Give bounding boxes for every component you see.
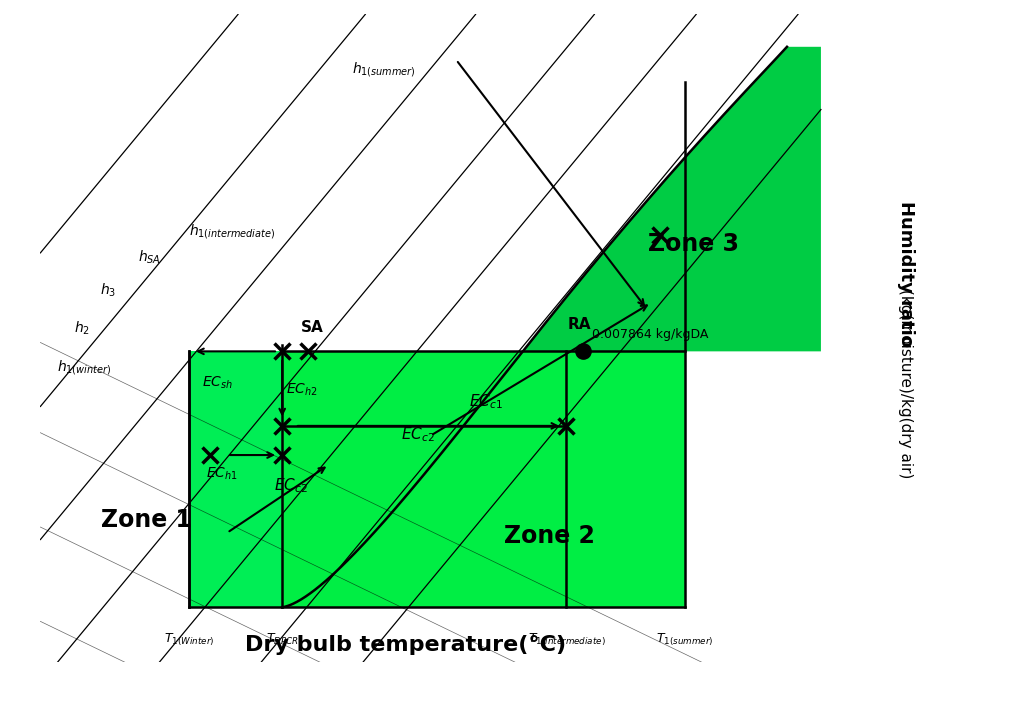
Text: $h_{1(summer)}$: $h_{1(summer)}$ [352, 60, 416, 78]
Text: $T_{1(Winter)}$: $T_{1(Winter)}$ [164, 632, 214, 648]
Text: Zone 1: Zone 1 [101, 508, 192, 532]
Polygon shape [282, 351, 685, 608]
Text: Zone 3: Zone 3 [648, 233, 739, 256]
Text: $T_{DPCR}$: $T_{DPCR}$ [266, 632, 299, 647]
Text: $EC_{h1}$: $EC_{h1}$ [206, 466, 237, 482]
Text: $h_2$: $h_2$ [75, 320, 90, 338]
Text: SA: SA [301, 320, 323, 335]
Text: $EC_{c2}$: $EC_{c2}$ [401, 425, 434, 444]
Text: Humidity ratio: Humidity ratio [897, 201, 915, 346]
Text: $EC_{c2}$: $EC_{c2}$ [274, 477, 307, 495]
Text: $T_{1(intermediate)}$: $T_{1(intermediate)}$ [527, 632, 605, 648]
Polygon shape [524, 47, 821, 351]
Text: $h_{1(intermediate)}$: $h_{1(intermediate)}$ [189, 222, 275, 241]
Text: Zone 2: Zone 2 [504, 524, 595, 548]
Text: 0.007864 kg/kgDA: 0.007864 kg/kgDA [592, 328, 708, 341]
Text: $h_{1(winter)}$: $h_{1(winter)}$ [58, 358, 112, 377]
Polygon shape [189, 351, 282, 608]
Text: RA: RA [568, 317, 591, 332]
Text: $h_3$: $h_3$ [100, 281, 116, 299]
Text: $T_{1(summer)}$: $T_{1(summer)}$ [656, 632, 714, 648]
Text: $EC_{c1}$: $EC_{c1}$ [469, 392, 503, 411]
Text: $EC_{sh}$: $EC_{sh}$ [202, 375, 232, 392]
Text: $EC_{h2}$: $EC_{h2}$ [287, 382, 318, 398]
Text: $h_{SA}$: $h_{SA}$ [138, 248, 161, 266]
Text: Dry bulb temperature(°C): Dry bulb temperature(°C) [244, 634, 566, 654]
Text: (kg(moisture)/kg(dry air): (kg(moisture)/kg(dry air) [898, 289, 913, 479]
